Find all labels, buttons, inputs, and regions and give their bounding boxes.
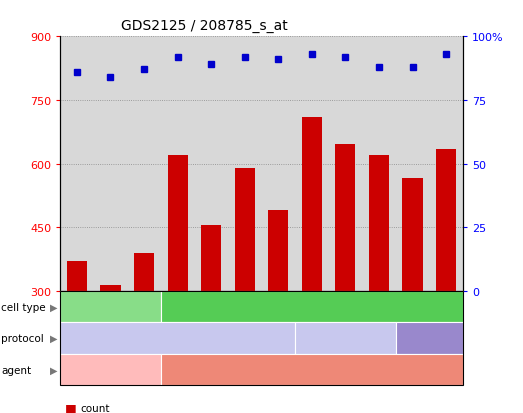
Text: PMA: PMA xyxy=(300,365,324,375)
Text: GDS2125 / 208785_s_at: GDS2125 / 208785_s_at xyxy=(120,19,287,33)
Bar xyxy=(403,179,423,291)
Bar xyxy=(369,156,389,291)
Text: count: count xyxy=(80,403,109,413)
Text: control decoy
transfection: control decoy transfection xyxy=(312,328,379,349)
Text: untreated: untreated xyxy=(83,365,138,375)
Text: ■: ■ xyxy=(65,401,77,413)
Text: differentiated: differentiated xyxy=(274,302,350,312)
Bar xyxy=(235,169,255,291)
Bar xyxy=(67,261,87,291)
Bar xyxy=(134,253,154,291)
Text: ▶: ▶ xyxy=(50,302,58,312)
Bar xyxy=(167,156,188,291)
Bar xyxy=(201,225,221,291)
Bar xyxy=(100,285,120,291)
Text: agent: agent xyxy=(1,365,31,375)
Bar xyxy=(335,145,356,291)
Bar xyxy=(268,211,288,291)
Text: MeCP2 decoy
transfection: MeCP2 decoy transfection xyxy=(399,329,460,348)
Text: undifferentiated: undifferentiated xyxy=(65,302,156,312)
Text: ▶: ▶ xyxy=(50,333,58,343)
Bar xyxy=(302,118,322,291)
Text: cell type: cell type xyxy=(1,302,46,312)
Bar xyxy=(436,150,456,291)
Text: protocol: protocol xyxy=(1,333,44,343)
Text: no transfection: no transfection xyxy=(135,333,220,343)
Text: ▶: ▶ xyxy=(50,365,58,375)
